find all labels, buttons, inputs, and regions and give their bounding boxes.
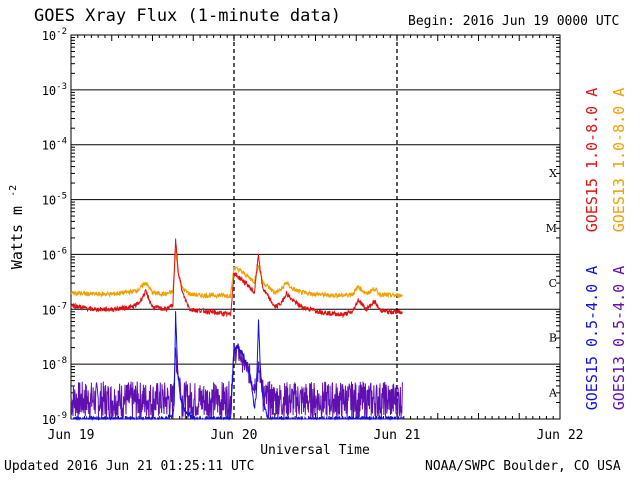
legend-entry-3: GOES15 0.5-4.0 A [583, 266, 601, 411]
series-line-3 [71, 311, 403, 421]
y-tick-label: 10-8 [42, 356, 67, 372]
x-tick-label: Jun 21 [374, 428, 421, 443]
series-line-2 [70, 249, 403, 300]
x-tick-label: Jun 22 [537, 428, 584, 443]
legend-entry-2: GOES13 1.0-8.0 A [610, 88, 628, 233]
flare-class-label: M [546, 222, 557, 235]
legend-entry-4: GOES13 0.5-4.0 A [610, 266, 628, 411]
flare-class-label: B [549, 332, 557, 345]
credit-label: NOAA/SWPC Boulder, CO USA [425, 459, 621, 474]
y-tick-label: 10-6 [42, 246, 67, 262]
y-tick-label: 10-7 [42, 301, 67, 317]
series-line-4 [70, 343, 403, 420]
y-tick-label: 10-9 [42, 411, 67, 427]
begin-time-label: Begin: 2016 Jun 19 0000 UTC [408, 14, 620, 29]
flare-class-label: A [548, 387, 558, 400]
y-tick-label: 10-3 [42, 82, 67, 98]
flare-class-label: X [549, 167, 557, 180]
legend-entry-1: GOES15 1.0-8.0 A [583, 88, 601, 233]
updated-timestamp: Updated 2016 Jun 21 01:25:11 UTC [4, 459, 255, 474]
y-tick-label: 10-4 [42, 137, 67, 153]
flare-class-label: C [549, 277, 557, 290]
x-axis-label: Universal Time [260, 443, 370, 458]
y-tick-label: 10-5 [42, 192, 67, 208]
x-tick-label: Jun 19 [48, 428, 95, 443]
series-line-1 [70, 238, 403, 319]
x-tick-label: Jun 20 [211, 428, 258, 443]
y-tick-label: 10-2 [42, 27, 67, 43]
y-axis-label: Watts m -2 [8, 185, 26, 269]
plot-frame [70, 34, 561, 420]
chart-title: GOES Xray Flux (1-minute data) [34, 6, 342, 26]
